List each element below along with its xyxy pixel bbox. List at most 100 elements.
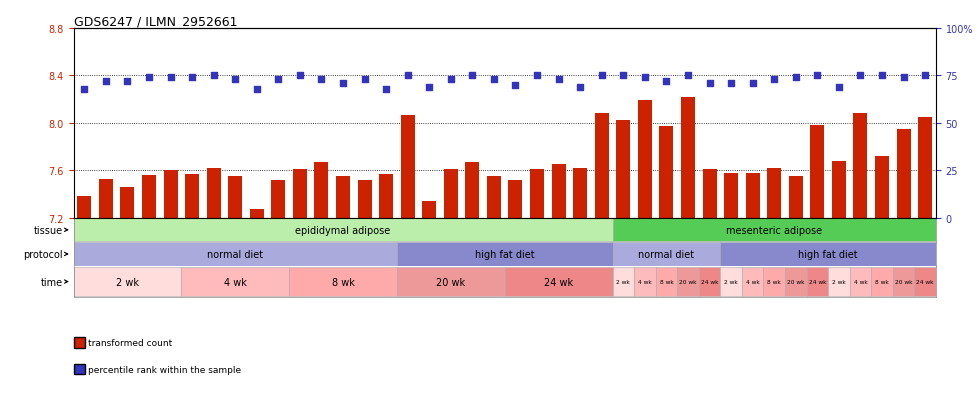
Bar — [616, 121, 630, 218]
Bar — [875, 157, 889, 218]
Text: normal diet: normal diet — [207, 249, 264, 259]
Text: GDS6247 / ILMN_2952661: GDS6247 / ILMN_2952661 — [74, 15, 237, 28]
Bar — [397, 267, 505, 297]
Point — [659, 78, 674, 85]
Point — [788, 75, 804, 81]
Bar — [397, 243, 612, 266]
Bar — [660, 127, 673, 218]
Bar — [530, 170, 544, 218]
Bar — [612, 267, 634, 297]
Bar — [763, 267, 785, 297]
Bar — [742, 267, 763, 297]
Point — [465, 73, 480, 80]
Point — [227, 77, 243, 83]
Point — [249, 86, 265, 93]
Bar — [785, 267, 807, 297]
Point — [745, 81, 760, 87]
Text: 20 wk: 20 wk — [679, 279, 697, 285]
Point — [874, 73, 890, 80]
Text: 2 wk: 2 wk — [724, 279, 738, 285]
Bar — [77, 197, 91, 218]
Bar — [807, 267, 828, 297]
Bar — [250, 210, 264, 218]
Text: 8 wk: 8 wk — [331, 277, 355, 287]
Point — [896, 75, 911, 81]
Bar — [99, 179, 113, 218]
Text: transformed count: transformed count — [88, 338, 172, 347]
Bar — [810, 126, 824, 218]
Bar — [487, 177, 501, 218]
Point — [615, 73, 631, 80]
Text: high fat diet: high fat diet — [799, 249, 858, 259]
Bar — [612, 243, 720, 266]
Bar — [720, 267, 742, 297]
Text: 2 wk: 2 wk — [116, 277, 139, 287]
Bar — [638, 101, 652, 218]
Bar — [897, 129, 910, 218]
Point — [120, 78, 135, 85]
Point — [831, 84, 847, 91]
Text: 8 wk: 8 wk — [875, 279, 889, 285]
Point — [421, 84, 437, 91]
Point — [702, 81, 717, 87]
Text: protocol: protocol — [24, 249, 63, 259]
Point — [917, 73, 933, 80]
Bar — [466, 163, 479, 218]
Bar — [505, 267, 612, 297]
Point — [270, 77, 286, 83]
Bar — [74, 267, 181, 297]
Text: 24 wk: 24 wk — [701, 279, 718, 285]
Text: 20 wk: 20 wk — [787, 279, 805, 285]
Text: 2 wk: 2 wk — [832, 279, 846, 285]
Point — [206, 73, 221, 80]
Bar — [271, 180, 285, 218]
Bar — [336, 177, 350, 218]
Point — [529, 73, 545, 80]
Bar — [401, 115, 415, 218]
Text: 20 wk: 20 wk — [436, 277, 466, 287]
Text: 4 wk: 4 wk — [746, 279, 760, 285]
Bar — [656, 267, 677, 297]
Point — [594, 73, 610, 80]
Bar — [634, 267, 656, 297]
Text: 24 wk: 24 wk — [544, 277, 573, 287]
Text: epididymal adipose: epididymal adipose — [295, 225, 391, 235]
Text: 8 wk: 8 wk — [660, 279, 673, 285]
Point — [292, 73, 308, 80]
Bar — [74, 219, 612, 242]
Text: 4 wk: 4 wk — [638, 279, 652, 285]
Point — [335, 81, 351, 87]
Point — [680, 73, 696, 80]
Point — [141, 75, 157, 81]
Point — [551, 77, 566, 83]
Bar — [228, 177, 242, 218]
Point — [508, 82, 523, 89]
Text: 24 wk: 24 wk — [916, 279, 934, 285]
Bar — [552, 165, 565, 218]
Bar — [832, 161, 846, 218]
Text: mesenteric adipose: mesenteric adipose — [726, 225, 822, 235]
Bar — [181, 267, 289, 297]
Point — [76, 86, 92, 93]
Bar — [914, 267, 936, 297]
Bar — [854, 114, 867, 218]
Bar — [379, 174, 393, 218]
Point — [809, 73, 825, 80]
Bar — [699, 267, 720, 297]
Bar — [315, 163, 328, 218]
Bar — [612, 219, 936, 242]
Bar — [595, 114, 609, 218]
Bar — [422, 202, 436, 218]
Bar — [573, 169, 587, 218]
Point — [443, 77, 459, 83]
Point — [98, 78, 114, 85]
Bar — [871, 267, 893, 297]
Point — [163, 75, 178, 81]
Bar — [358, 180, 371, 218]
Text: 20 wk: 20 wk — [895, 279, 912, 285]
Bar — [142, 176, 156, 218]
Text: 24 wk: 24 wk — [808, 279, 826, 285]
Bar — [789, 177, 803, 218]
Bar — [828, 267, 850, 297]
Bar — [289, 267, 397, 297]
